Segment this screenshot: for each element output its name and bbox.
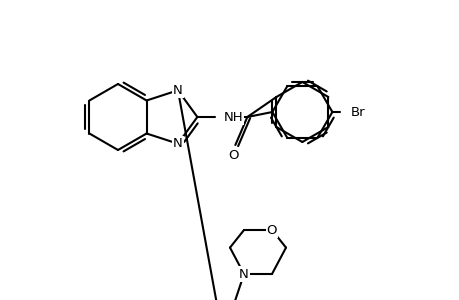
Text: Br: Br xyxy=(350,106,364,118)
Text: N: N xyxy=(173,84,182,97)
Text: NH: NH xyxy=(223,110,242,124)
Text: O: O xyxy=(266,224,277,236)
Text: O: O xyxy=(228,148,238,161)
Text: N: N xyxy=(239,268,248,281)
Text: N: N xyxy=(173,137,182,150)
